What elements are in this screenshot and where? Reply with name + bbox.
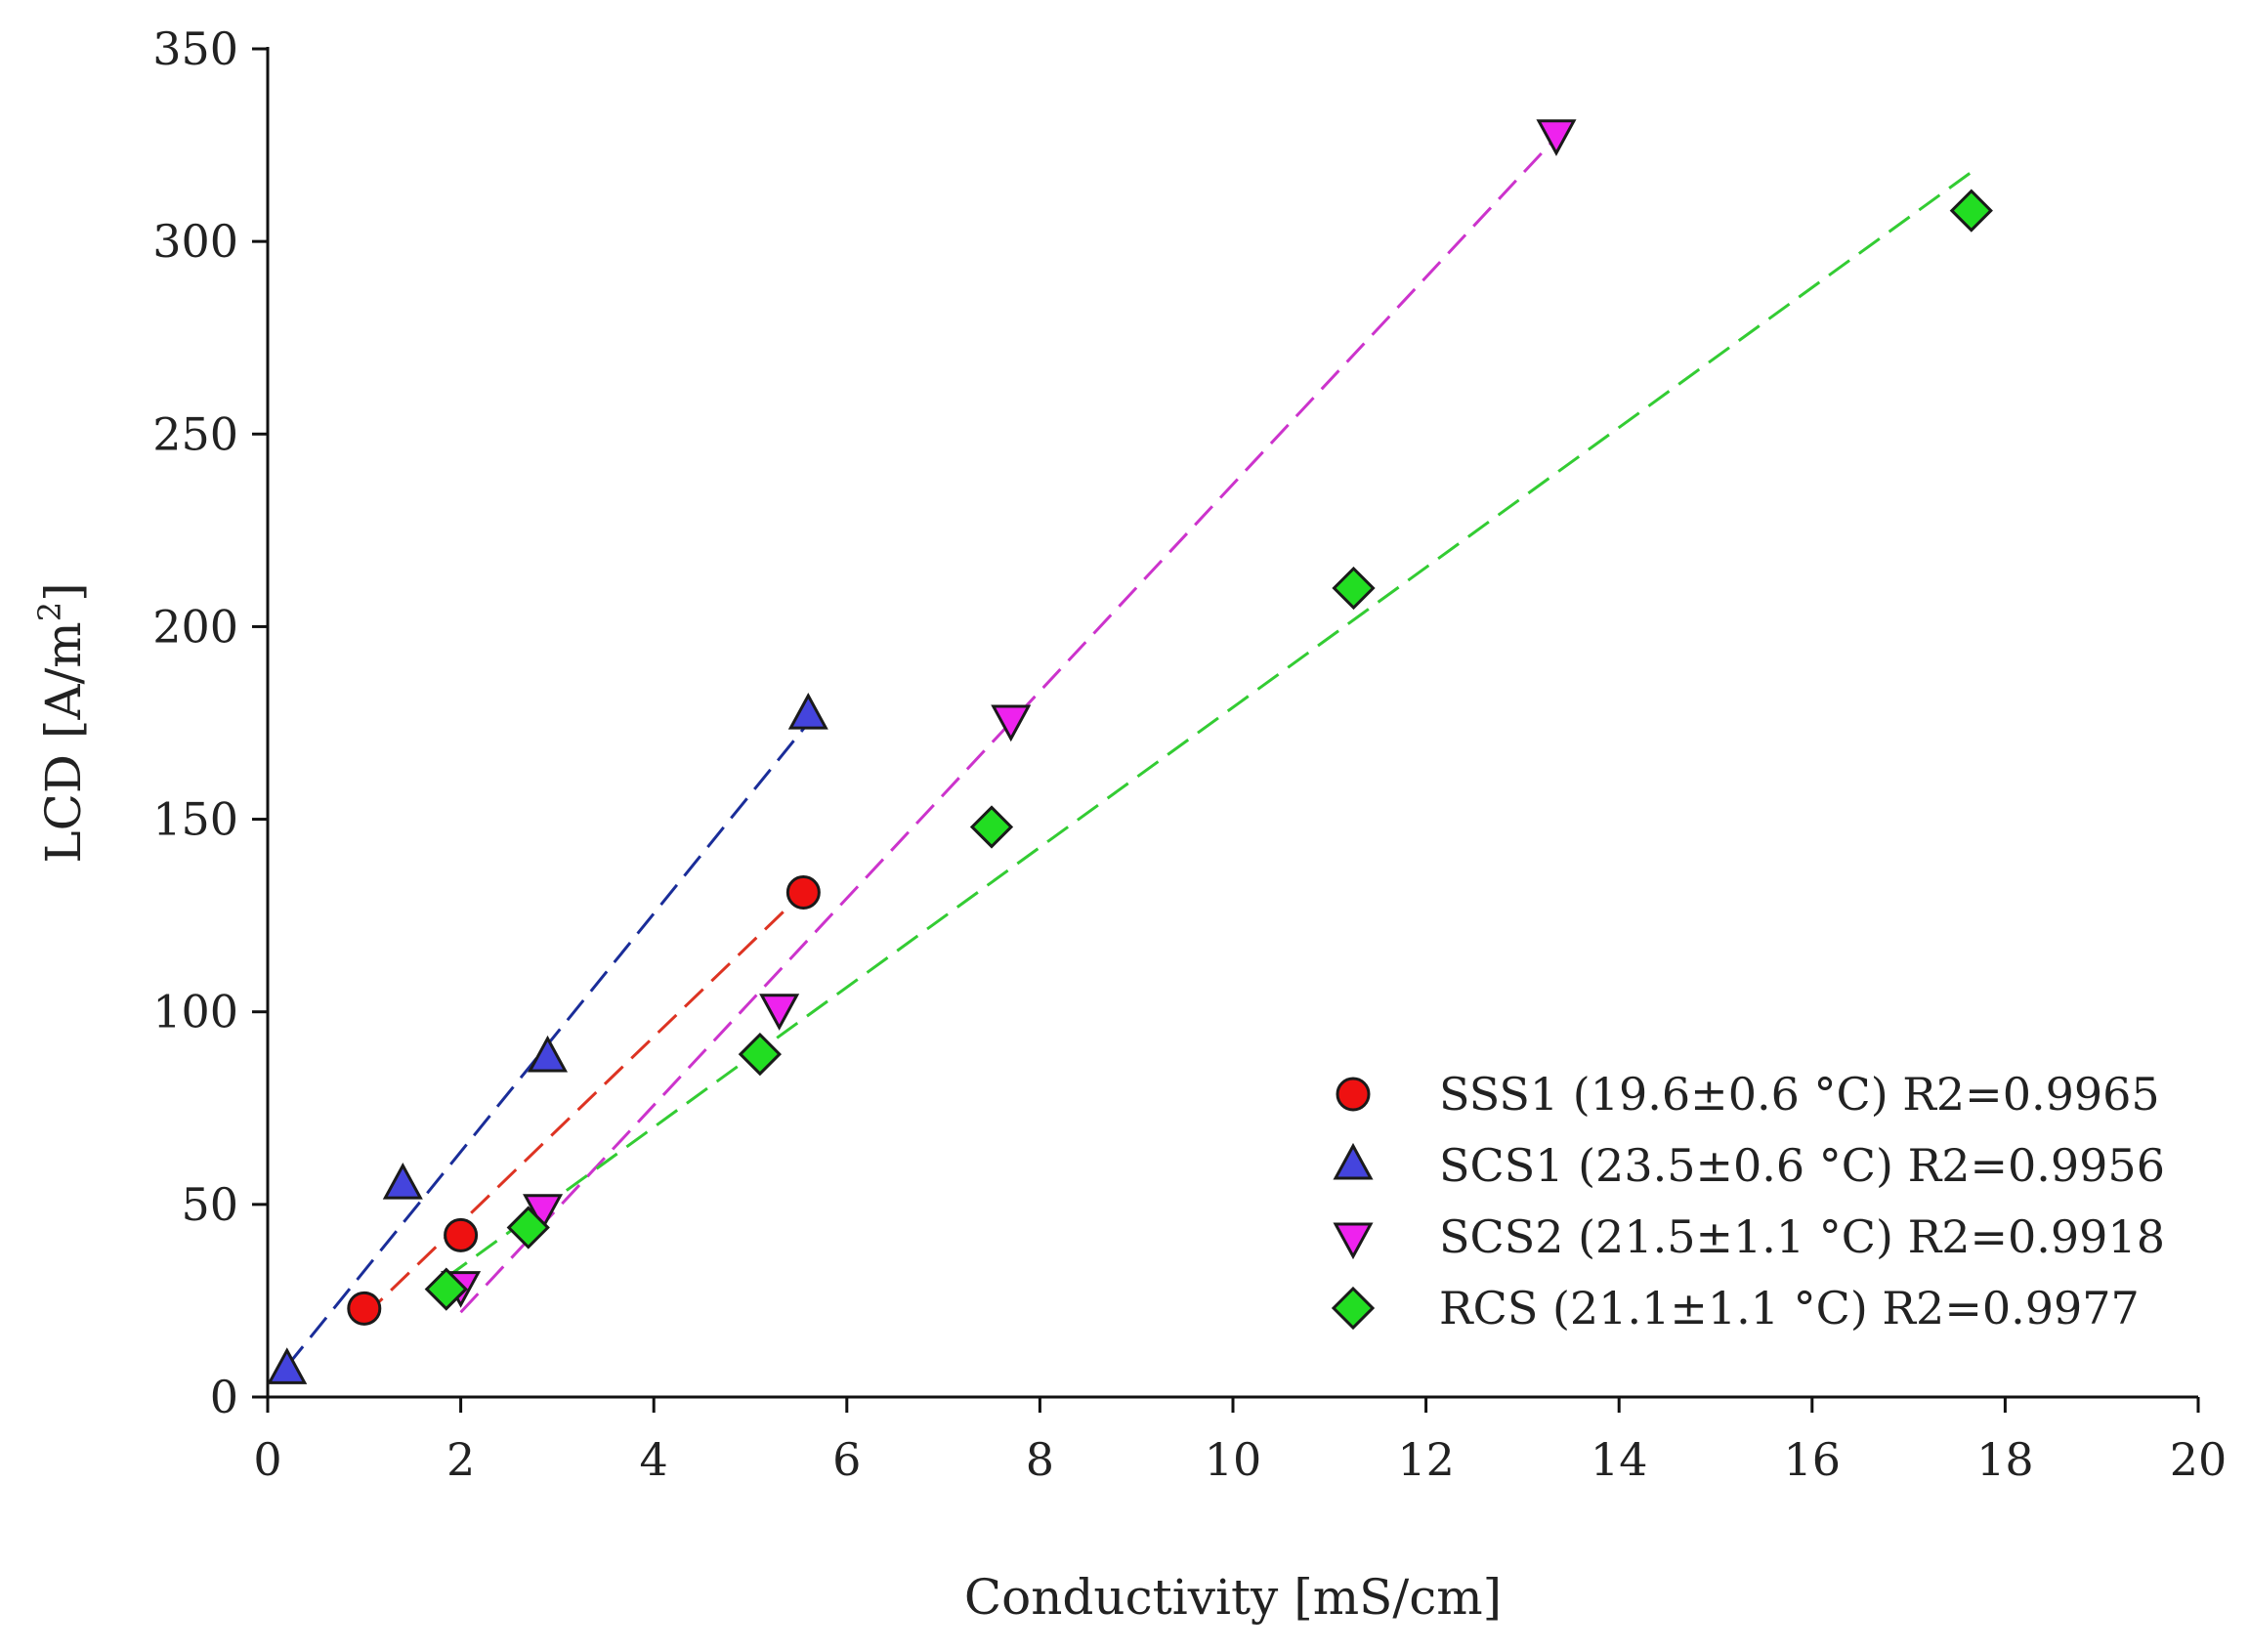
x-tick-label: 8 [1026,1433,1054,1486]
fit-line-series-4 [445,170,1973,1279]
legend-marker-series-1 [1336,1077,1371,1112]
y-axis-label: LCD [A/m2] [31,582,92,863]
y-axis-label-suffix: ] [35,582,92,602]
x-tick-label: 6 [832,1433,861,1486]
x-tick-label: 10 [1205,1433,1262,1486]
data-point-series-2 [267,1347,308,1384]
x-tick-label: 16 [1784,1433,1842,1486]
legend-marker-series-2 [1333,1142,1374,1180]
y-axis-label-main: LCD [A/m [35,621,92,863]
data-point-series-4 [1332,566,1376,611]
y-tick-label: 300 [152,215,238,268]
y-tick-label: 100 [152,986,238,1038]
legend-label-series-2: SCS1 (23.5±0.6 °C) R2=0.9956 [1439,1139,2165,1192]
x-axis-label: Conductivity [mS/cm] [964,1569,1502,1626]
fit-line-series-1 [362,891,805,1318]
y-tick-label: 0 [210,1371,238,1423]
data-point-series-2 [382,1163,423,1200]
data-point-series-1 [347,1291,382,1326]
y-axis-label-superscript: 2 [31,602,68,621]
x-tick-label: 0 [253,1433,281,1486]
x-tick-label: 4 [640,1433,668,1486]
data-point-series-4 [969,805,1014,849]
data-point-series-3 [1536,119,1577,156]
x-tick-label: 14 [1591,1433,1648,1486]
y-tick-label: 350 [152,22,238,75]
x-tick-label: 18 [1976,1433,2034,1486]
y-tick-label: 200 [152,600,238,653]
data-point-series-3 [991,704,1032,742]
legend-marker-series-3 [1333,1222,1374,1260]
data-point-series-2 [527,1035,569,1073]
data-point-series-4 [424,1267,468,1311]
legend: SSS1 (19.6±0.6 °C) R2=0.9965 SCS1 (23.5±0… [1331,1068,2165,1334]
data-point-series-3 [759,994,800,1031]
data-point-series-4 [738,1032,783,1077]
legend-label-series-4: RCS (21.1±1.1 °C) R2=0.9977 [1439,1282,2140,1334]
x-tick-label: 12 [1397,1433,1455,1486]
legend-label-series-1: SSS1 (19.6±0.6 °C) R2=0.9965 [1439,1068,2160,1121]
data-point-series-4 [506,1206,550,1250]
data-point-series-2 [787,692,828,730]
data-point-series-1 [444,1217,479,1252]
data-point-series-1 [785,874,821,910]
legend-marker-series-4 [1331,1286,1376,1331]
legend-label-series-3: SCS2 (21.5±1.1 °C) R2=0.9918 [1439,1210,2165,1263]
markers-group [267,119,1993,1384]
y-tick-label: 50 [181,1178,238,1231]
x-tick-label: 2 [446,1433,475,1486]
data-point-series-4 [1949,189,1993,233]
y-tick-label: 250 [152,407,238,460]
x-tick-label: 20 [2170,1433,2228,1486]
y-tick-label: 150 [152,793,238,846]
